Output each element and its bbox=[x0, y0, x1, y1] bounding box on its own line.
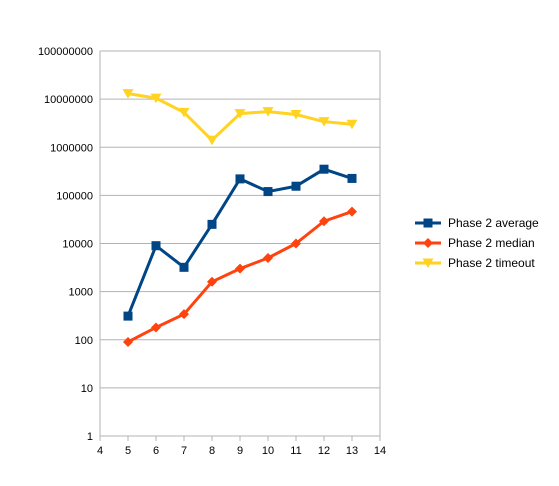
y-tick-label: 1000 bbox=[69, 287, 93, 299]
data-point bbox=[234, 109, 246, 119]
x-tick-label: 6 bbox=[153, 445, 159, 457]
y-tick-label: 10000 bbox=[62, 239, 93, 251]
y-tick-label: 100 bbox=[75, 335, 93, 347]
data-point bbox=[291, 238, 301, 249]
data-point bbox=[122, 89, 134, 99]
data-point bbox=[347, 173, 357, 183]
y-tick-label: 10000000 bbox=[44, 94, 93, 106]
legend-item-phase-2-average: Phase 2 average bbox=[415, 216, 539, 230]
grid bbox=[100, 50, 380, 437]
series-line bbox=[126, 167, 353, 317]
series-layer bbox=[122, 89, 358, 347]
x-tick-label: 4 bbox=[97, 445, 103, 457]
legend: Phase 2 average Phase 2 median Phase 2 tim… bbox=[415, 216, 539, 270]
legend-marker bbox=[423, 218, 433, 228]
y-tick-label: 100000 bbox=[56, 190, 93, 202]
x-tick-label: 10 bbox=[262, 445, 274, 457]
y-tick-label: 1 bbox=[87, 431, 93, 443]
x-tick-label: 7 bbox=[181, 445, 187, 457]
data-point bbox=[123, 336, 133, 347]
data-point bbox=[207, 276, 217, 287]
data-point bbox=[263, 252, 273, 263]
legend-item-phase-2-timeout: Phase 2 timeout bbox=[415, 256, 535, 270]
data-point bbox=[291, 181, 301, 191]
data-point bbox=[263, 187, 273, 197]
data-point bbox=[346, 119, 358, 130]
series-phase-2-median bbox=[123, 206, 357, 347]
legend-marker bbox=[423, 238, 433, 248]
series-phase-2-timeout bbox=[122, 89, 358, 146]
series-line bbox=[127, 210, 353, 344]
data-point bbox=[290, 109, 302, 120]
data-point bbox=[262, 107, 274, 117]
x-tick-label: 8 bbox=[209, 445, 215, 457]
data-point bbox=[151, 241, 161, 251]
data-point bbox=[319, 164, 329, 174]
y-tick-label: 1000000 bbox=[50, 142, 93, 154]
x-tick-label: 14 bbox=[374, 445, 386, 457]
data-point bbox=[151, 322, 161, 333]
data-point bbox=[235, 263, 245, 274]
data-point bbox=[207, 219, 217, 229]
legend-item-phase-2-median: Phase 2 median bbox=[415, 236, 535, 250]
legend-label: Phase 2 timeout bbox=[448, 256, 535, 270]
data-point bbox=[179, 262, 189, 272]
y-tick-label: 10 bbox=[81, 383, 93, 395]
x-tick-label: 12 bbox=[318, 445, 330, 457]
x-tick-label: 5 bbox=[125, 445, 131, 457]
data-point bbox=[206, 135, 218, 146]
x-tick-label: 11 bbox=[290, 445, 301, 457]
data-point bbox=[150, 93, 162, 104]
data-point bbox=[178, 107, 190, 118]
data-point bbox=[318, 117, 330, 127]
axes: 1 10 100 1000 10000 100000 1000000 10000000 1000… bbox=[38, 46, 386, 457]
data-point bbox=[235, 174, 245, 184]
data-point bbox=[123, 311, 133, 321]
x-tick-label: 13 bbox=[346, 445, 358, 457]
x-tick-label: 9 bbox=[237, 445, 243, 457]
legend-label: Phase 2 median bbox=[448, 236, 535, 250]
data-point bbox=[347, 206, 357, 217]
data-point bbox=[319, 216, 329, 227]
series-phase-2-average bbox=[123, 164, 357, 321]
data-point bbox=[179, 309, 189, 320]
legend-label: Phase 2 average bbox=[448, 216, 539, 230]
y-tick-label: 100000000 bbox=[38, 46, 93, 58]
legend-marker bbox=[422, 258, 434, 268]
